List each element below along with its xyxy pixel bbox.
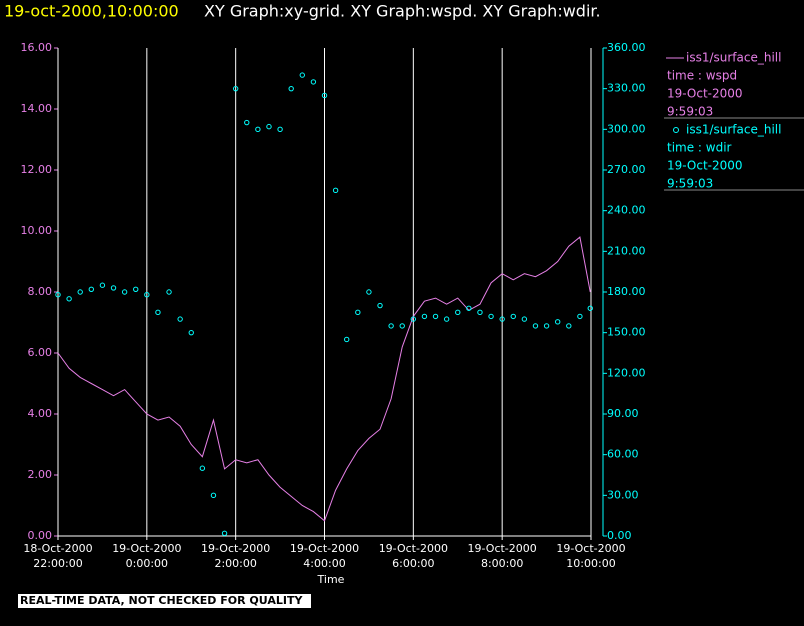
wdir-point	[554, 319, 561, 325]
chart-subtitle: XY Graph:xy-grid. XY Graph:wspd. XY Grap…	[204, 2, 601, 21]
y-tick-label: 6.00	[28, 346, 53, 359]
y-tick-label: 12.00	[21, 163, 53, 176]
footer: REAL-TIME DATA, NOT CHECKED FOR QUALITY	[20, 594, 303, 607]
legend-label: iss1/surface_hill	[686, 51, 781, 65]
y-tick-label: 10.00	[21, 224, 53, 237]
wdir-point	[66, 296, 72, 302]
wdir-point	[477, 309, 483, 316]
wdir-point	[577, 313, 583, 320]
wdir-point	[255, 126, 261, 133]
y2-tick-label: 150.00	[607, 326, 646, 339]
y-tick-label: 2.00	[28, 468, 53, 481]
y-tick-label: 16.00	[21, 41, 53, 54]
y2-tick-label: 300.00	[607, 122, 646, 135]
y2-tick-label: 60.00	[607, 448, 639, 461]
legend-detail: time : wspd	[667, 69, 737, 83]
y2-tick-label: 30.00	[607, 488, 639, 501]
wdir-point	[221, 530, 228, 536]
wdir-point	[466, 305, 472, 311]
x-tick-label: 19-Oct-2000 10:00:00	[556, 542, 626, 570]
wdir-point	[587, 305, 593, 311]
legend-detail: 19-Oct-2000	[667, 87, 743, 101]
wdir-point	[388, 323, 394, 329]
wdir-point	[288, 85, 294, 92]
wdir-point	[521, 316, 528, 322]
wdir-point	[166, 289, 172, 295]
wdir-point	[155, 309, 161, 316]
y2-tick-label: 0.00	[607, 529, 632, 542]
wdir-point	[55, 292, 61, 298]
y2-tick-label: 270.00	[607, 163, 646, 176]
wdir-point	[332, 187, 339, 194]
wdir-point	[210, 492, 217, 499]
wdir-point	[99, 282, 106, 288]
y2-tick-label: 240.00	[607, 204, 646, 217]
wdir-point	[366, 289, 372, 295]
y2-tick-label: 210.00	[607, 244, 646, 257]
wdir-point	[443, 316, 450, 322]
wdir-point	[410, 316, 417, 322]
wdir-point	[199, 465, 206, 471]
y2-tick-label: 90.00	[607, 407, 639, 420]
wdir-point	[133, 286, 139, 292]
wdir-point	[232, 85, 239, 92]
chart-title: 19-oct-2000,10:00:00	[4, 2, 179, 21]
wdir-point	[532, 323, 539, 329]
y2-tick-label: 330.00	[607, 82, 646, 95]
wdir-point	[88, 286, 95, 292]
wdir-point	[355, 309, 361, 316]
wdir-point	[277, 126, 283, 133]
x-tick-label: 19-Oct-2000 2:00:00	[201, 542, 271, 570]
wdir-point	[543, 323, 550, 329]
legend-detail: time : wdir	[667, 141, 732, 155]
x-axis-label: Time	[317, 573, 345, 586]
wdir-point	[321, 92, 328, 99]
y-tick-label: 8.00	[28, 285, 53, 298]
wdir-point	[177, 316, 183, 322]
wdir-point	[266, 123, 272, 130]
wdir-point	[144, 292, 150, 298]
y2-tick-label: 360.00	[607, 41, 646, 54]
wdir-point	[188, 329, 194, 336]
wdir-point	[121, 289, 128, 295]
y2-tick-label: 120.00	[607, 366, 646, 379]
y-tick-label: 0.00	[28, 529, 53, 542]
x-tick-label: 18-Oct-2000 22:00:00	[23, 542, 93, 570]
wdir-point	[488, 313, 494, 320]
x-tick-label: 19-Oct-2000 6:00:00	[378, 542, 448, 570]
legend-detail: 19-Oct-2000	[667, 159, 743, 173]
wdir-point	[377, 302, 383, 309]
legend-marker	[673, 127, 679, 133]
x-tick-label: 19-Oct-2000 0:00:00	[112, 542, 182, 570]
wdir-point	[566, 323, 572, 329]
y2-tick-label: 180.00	[607, 285, 646, 298]
wdir-point	[110, 285, 117, 291]
x-tick-label: 19-Oct-2000 8:00:00	[467, 542, 537, 570]
wdir-point	[399, 323, 405, 329]
legend-detail: 9:59:03	[667, 177, 713, 191]
wdir-point	[244, 119, 250, 126]
footer-box	[18, 594, 311, 608]
wdir-point	[455, 309, 461, 316]
wdir-point	[499, 316, 505, 322]
legend-detail: 9:59:03	[667, 105, 713, 119]
wdir-point	[77, 289, 83, 295]
wdir-point	[310, 79, 317, 85]
wdir-point	[432, 313, 439, 320]
wspd-line	[57, 236, 591, 522]
wdir-point	[344, 336, 350, 343]
wdir-point	[510, 313, 516, 320]
x-tick-label: 19-Oct-2000 4:00:00	[289, 542, 360, 570]
y-tick-label: 4.00	[28, 407, 53, 420]
wdir-point	[299, 72, 305, 78]
y-tick-label: 14.00	[21, 102, 53, 115]
legend-label: iss1/surface_hill	[686, 123, 781, 137]
wdir-point	[421, 313, 428, 320]
